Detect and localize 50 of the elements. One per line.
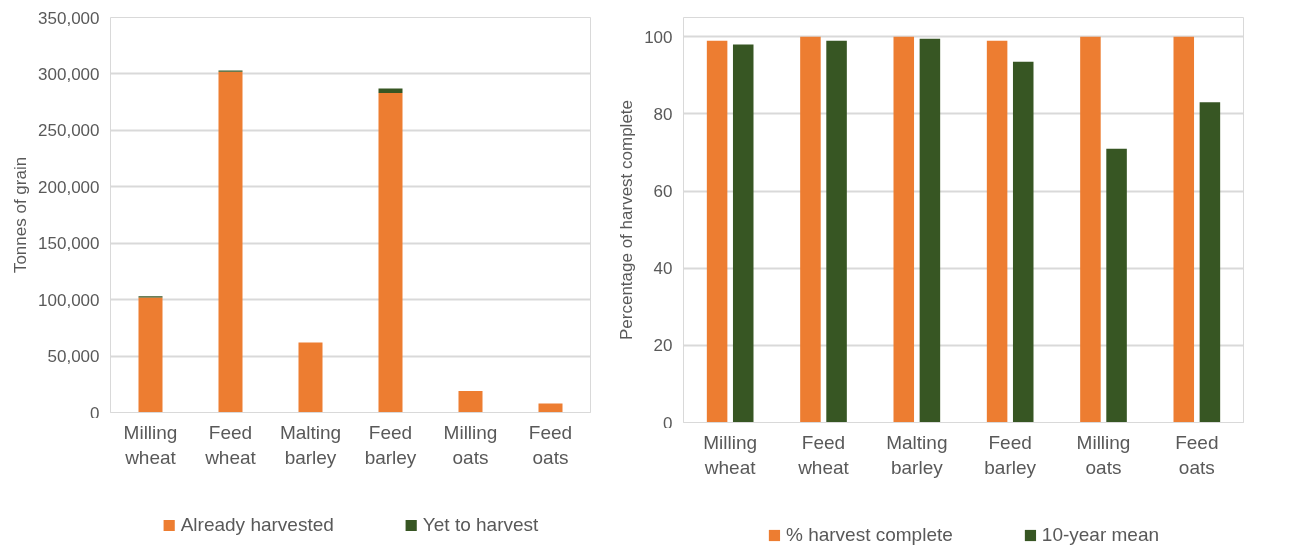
legend-label: Yet to harvest	[422, 514, 539, 536]
legend-label: 10-year mean	[1041, 524, 1160, 546]
y-tick-label: 200,000	[38, 177, 100, 197]
x-tick-label: Malting barley	[886, 432, 948, 479]
x-tick-label: Milling wheat	[123, 422, 178, 469]
bar	[538, 403, 563, 413]
bar	[919, 38, 941, 423]
y-axis-title: Percentage of harvest complete	[617, 99, 637, 341]
y-tick-label: 60	[653, 182, 673, 202]
x-tick-label: Feed wheat	[797, 432, 850, 479]
x-tick-label: Milling oats	[1076, 432, 1131, 479]
bar	[458, 391, 483, 413]
y-tick-label: 150,000	[38, 234, 100, 254]
y-tick-label: 80	[653, 104, 673, 124]
bar	[1199, 102, 1221, 423]
x-tick-label: Feed oats	[528, 422, 573, 469]
bar	[298, 342, 323, 413]
bar	[986, 40, 1008, 423]
y-axis-title: Tonnes of grain	[11, 156, 31, 274]
bar	[826, 40, 847, 423]
bar	[732, 44, 754, 423]
y-tick-label: 300,000	[38, 64, 100, 84]
y-tick-label: 350,000	[38, 8, 100, 28]
x-tick-label: Milling wheat	[703, 432, 758, 479]
x-tick-label: Feed wheat	[204, 422, 257, 469]
bar	[1106, 148, 1127, 423]
bar	[893, 36, 915, 423]
y-tick-label: 250,000	[38, 121, 100, 141]
x-tick-label: Malting barley	[279, 422, 342, 469]
y-tick-label: 0	[90, 403, 100, 423]
legend-label: % harvest complete	[785, 524, 953, 546]
x-tick-label: Feed barley	[984, 432, 1037, 479]
y-tick-label: 100	[644, 27, 673, 47]
bar	[378, 93, 403, 413]
bar	[1173, 36, 1195, 423]
x-tick-label: Milling oats	[443, 422, 498, 469]
bar	[706, 40, 728, 423]
x-tick-label: Feed barley	[364, 422, 417, 469]
bar	[138, 297, 163, 413]
y-tick-label: 40	[653, 259, 673, 279]
y-tick-label: 100,000	[38, 290, 100, 310]
y-tick-label: 0	[663, 413, 673, 433]
bar	[1080, 36, 1101, 423]
x-tick-label: Feed oats	[1175, 432, 1219, 479]
y-tick-label: 50,000	[47, 347, 100, 367]
bar	[218, 71, 243, 413]
y-tick-label: 20	[653, 336, 673, 356]
bar	[1012, 61, 1034, 423]
legend-label: Already harvested	[180, 514, 334, 536]
bar	[800, 36, 821, 423]
